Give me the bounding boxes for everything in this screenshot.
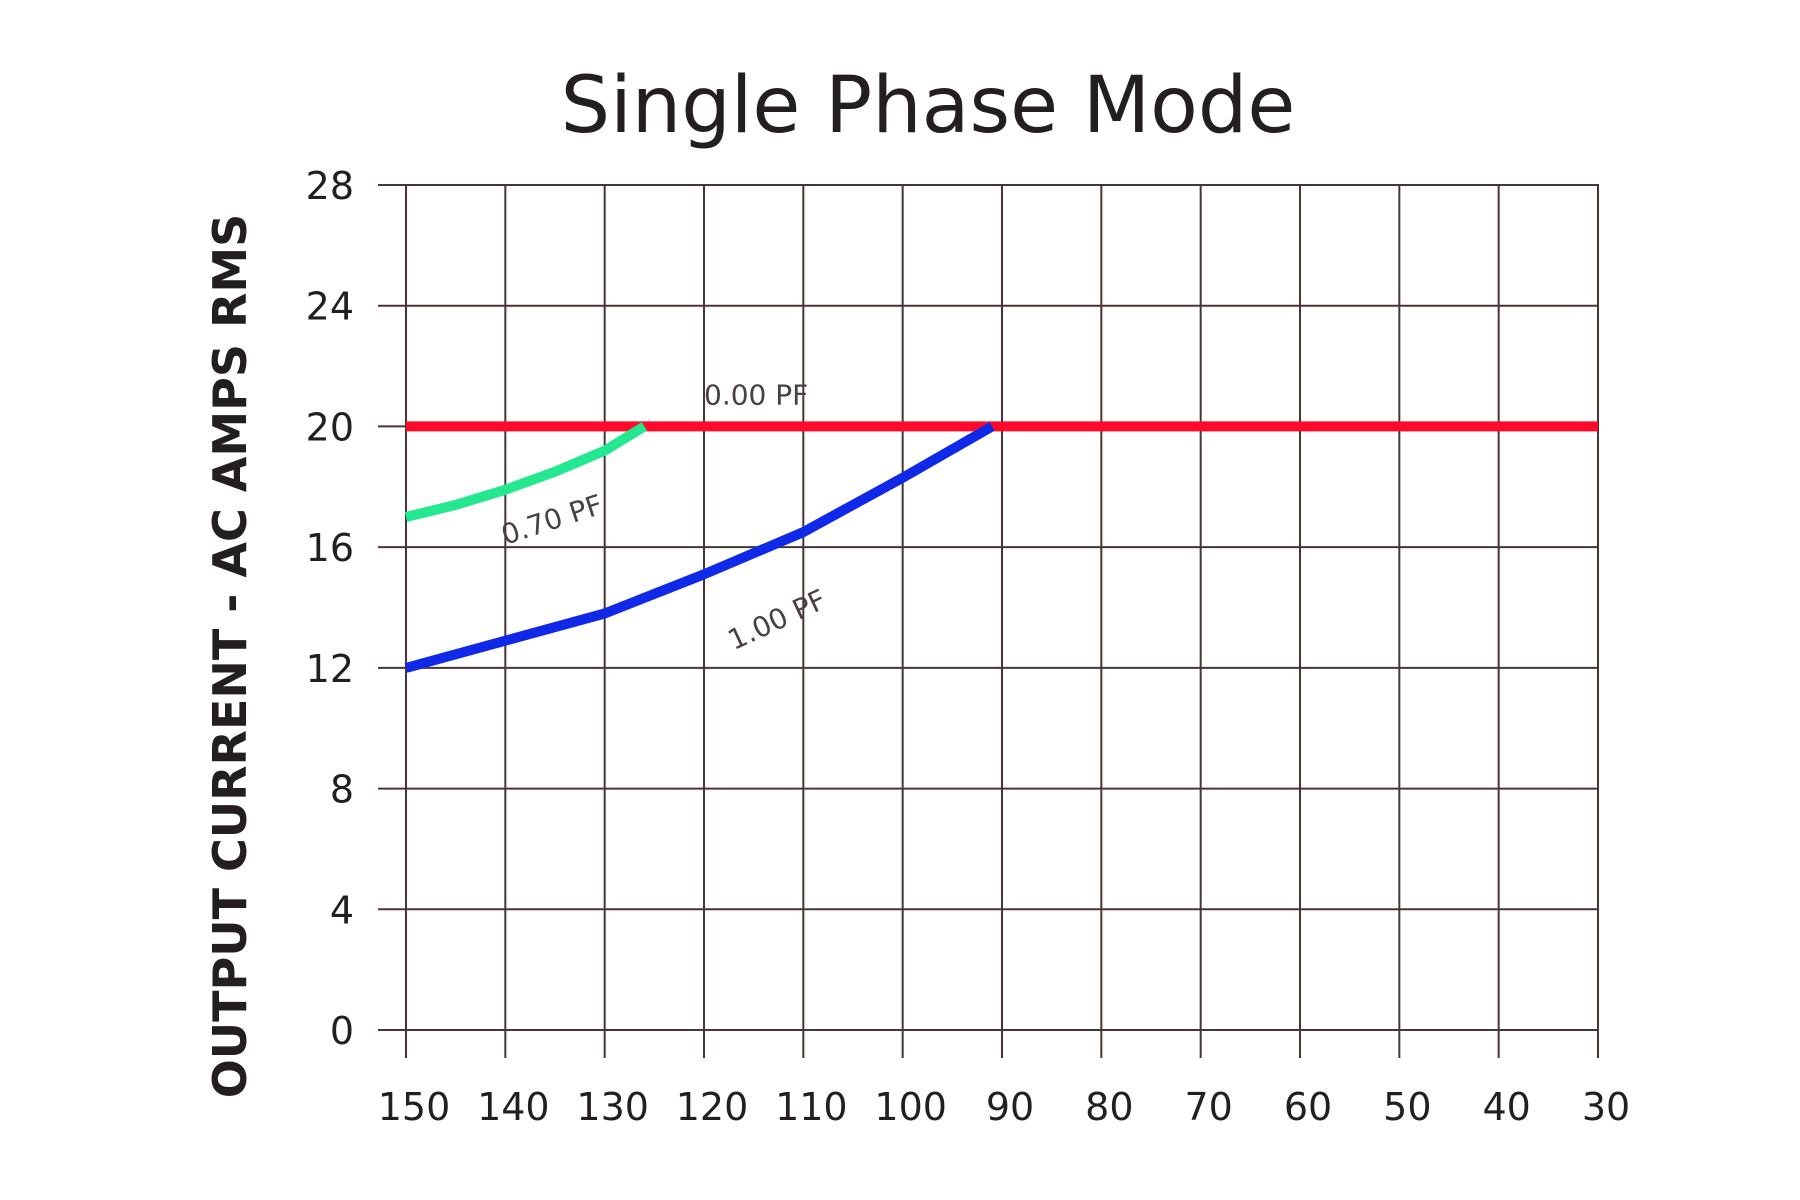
x-tick-label: 110 bbox=[775, 1085, 848, 1129]
y-tick-label: 8 bbox=[330, 768, 354, 812]
plot-frame bbox=[405, 184, 1599, 1031]
series-label: 0.70 PF bbox=[497, 488, 606, 552]
x-tick-label: 140 bbox=[477, 1085, 550, 1129]
series-labels: 0.00 PF 0.70 PF 1.00 PF bbox=[497, 378, 831, 656]
grid bbox=[378, 184, 1599, 1058]
series-line bbox=[404, 422, 995, 673]
y-tick-label: 24 bbox=[306, 285, 354, 329]
x-tick-label: 40 bbox=[1482, 1085, 1530, 1129]
x-tick-label: 100 bbox=[874, 1085, 947, 1129]
x-tick-label: 120 bbox=[676, 1085, 749, 1129]
series-label: 1.00 PF bbox=[723, 583, 831, 657]
y-axis-label: OUTPUT CURRENT - AC AMPS RMS bbox=[203, 214, 257, 1099]
y-tick-label: 28 bbox=[306, 164, 354, 208]
y-tick-label: 0 bbox=[330, 1009, 354, 1053]
x-tick-label: 90 bbox=[986, 1085, 1034, 1129]
x-tick-label: 150 bbox=[378, 1085, 451, 1129]
series-label: 0.00 PF bbox=[704, 378, 808, 411]
x-tick-label: 80 bbox=[1085, 1085, 1133, 1129]
x-tick-label: 70 bbox=[1184, 1085, 1232, 1129]
x-tick-label: 130 bbox=[576, 1085, 649, 1129]
chart-title: Single Phase Mode bbox=[561, 61, 1296, 151]
x-tick-label: 60 bbox=[1284, 1085, 1332, 1129]
y-tick-label: 20 bbox=[306, 405, 354, 449]
y-tick-label: 4 bbox=[330, 888, 354, 932]
y-tick-label: 12 bbox=[306, 647, 354, 691]
y-tick-labels: 0 4 8 12 16 20 24 28 bbox=[306, 164, 354, 1053]
series-lines bbox=[404, 421, 1598, 673]
x-tick-labels: 150 140 130 120 110 100 90 80 70 60 50 40 30 bbox=[378, 1085, 1630, 1129]
x-tick-label: 50 bbox=[1383, 1085, 1431, 1129]
y-tick-label: 16 bbox=[306, 526, 354, 570]
x-tick-label: 30 bbox=[1582, 1085, 1630, 1129]
series-line bbox=[404, 422, 648, 522]
